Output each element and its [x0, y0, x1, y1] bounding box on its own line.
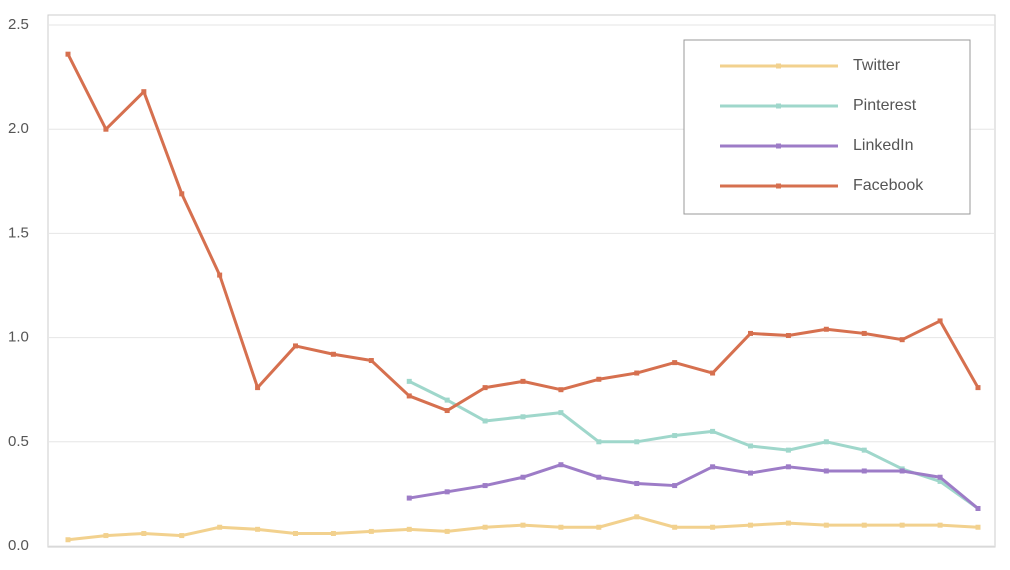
- data-point: [406, 378, 412, 384]
- data-point: [558, 410, 564, 416]
- data-point: [103, 126, 109, 132]
- data-point: [823, 522, 829, 528]
- data-point: [558, 524, 564, 530]
- data-point: [748, 443, 753, 449]
- data-point: [823, 326, 829, 332]
- y-tick-label: 1.0: [8, 329, 29, 346]
- data-point: [217, 524, 223, 530]
- plot-frame: [47, 14, 996, 548]
- data-point: [65, 51, 71, 57]
- data-point: [520, 522, 526, 528]
- data-point: [748, 522, 753, 528]
- data-point: [520, 474, 526, 480]
- data-point: [141, 89, 147, 95]
- series-line: [409, 463, 979, 510]
- data-point: [406, 393, 412, 399]
- data-point: [293, 343, 298, 349]
- y-tick-label: 2.0: [8, 120, 29, 137]
- legend-marker: [776, 63, 781, 69]
- data-point: [444, 408, 450, 414]
- data-point: [672, 360, 678, 366]
- data-point: [899, 522, 905, 528]
- legend-label: Twitter: [853, 57, 901, 74]
- data-point: [558, 462, 564, 468]
- data-point: [558, 387, 564, 393]
- data-point: [217, 272, 223, 278]
- data-point: [672, 524, 678, 530]
- data-point: [103, 533, 109, 539]
- data-point: [330, 351, 336, 357]
- data-point: [368, 358, 374, 364]
- data-point: [785, 333, 791, 339]
- legend-label: Pinterest: [853, 97, 917, 114]
- data-point: [861, 330, 867, 336]
- data-point: [596, 474, 602, 480]
- y-tick-label: 1.5: [8, 224, 29, 241]
- data-point: [823, 468, 829, 474]
- data-point: [861, 468, 867, 474]
- data-point: [596, 524, 602, 530]
- data-point: [672, 483, 678, 489]
- data-point: [937, 474, 943, 480]
- data-point: [937, 318, 943, 324]
- data-point: [444, 397, 450, 403]
- data-point: [179, 191, 185, 197]
- y-tick-label: 0.0: [8, 537, 29, 554]
- data-point: [748, 330, 753, 336]
- data-point: [65, 537, 71, 543]
- data-point: [710, 464, 716, 470]
- legend-label: Facebook: [853, 177, 924, 194]
- data-point: [596, 439, 602, 445]
- data-point: [520, 378, 526, 384]
- legend-label: LinkedIn: [853, 137, 914, 154]
- data-point: [710, 428, 716, 434]
- data-point: [710, 524, 716, 530]
- legend-marker: [776, 103, 781, 109]
- data-point: [975, 505, 981, 511]
- legend-marker: [776, 183, 781, 189]
- data-point: [482, 418, 488, 424]
- data-point: [482, 385, 488, 391]
- data-point: [748, 470, 753, 476]
- data-point: [179, 533, 185, 539]
- data-point: [482, 483, 488, 489]
- data-point: [785, 520, 791, 526]
- data-point: [141, 530, 147, 536]
- data-point: [406, 526, 412, 532]
- data-point: [975, 385, 981, 391]
- series-line: [408, 380, 979, 510]
- data-point: [785, 447, 791, 453]
- data-point: [634, 439, 640, 445]
- y-tick-label: 0.5: [8, 433, 29, 450]
- data-point: [293, 530, 298, 536]
- y-tick-label: 2.5: [8, 16, 29, 33]
- data-point: [444, 528, 450, 534]
- data-point: [255, 385, 261, 391]
- data-point: [785, 464, 791, 470]
- series-line: [67, 515, 979, 542]
- data-point: [861, 447, 867, 453]
- data-point: [899, 468, 905, 474]
- data-point: [823, 439, 829, 445]
- data-point: [444, 489, 450, 495]
- data-point: [255, 526, 261, 532]
- data-point: [937, 522, 943, 528]
- data-point: [406, 495, 412, 501]
- data-point: [634, 480, 640, 486]
- data-point: [634, 514, 640, 520]
- data-point: [368, 528, 374, 534]
- data-point: [937, 478, 943, 484]
- data-point: [596, 376, 602, 382]
- data-point: [634, 370, 640, 376]
- data-point: [330, 530, 336, 536]
- data-point: [975, 524, 981, 530]
- data-point: [672, 433, 678, 439]
- legend-marker: [776, 143, 781, 149]
- data-point: [520, 414, 526, 420]
- data-point: [710, 370, 716, 376]
- data-point: [861, 522, 867, 528]
- data-point: [899, 337, 905, 343]
- data-point: [482, 524, 488, 530]
